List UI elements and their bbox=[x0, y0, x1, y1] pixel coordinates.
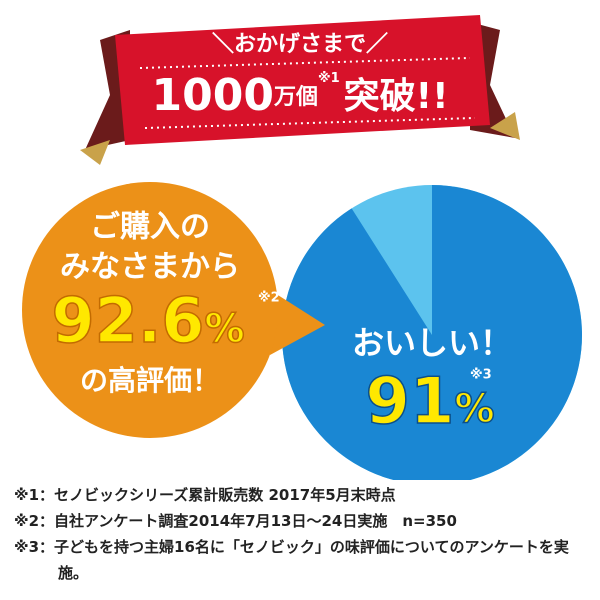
dotted-line bbox=[139, 57, 471, 69]
pie-slice bbox=[282, 185, 582, 480]
banner-main: 1000万個※1 突破!! bbox=[151, 70, 448, 121]
right-number: 91 bbox=[365, 365, 454, 439]
gold-corner bbox=[490, 112, 520, 140]
right-value: 91% bbox=[365, 365, 494, 439]
gold-corner bbox=[80, 140, 110, 165]
footnote: ※2：自社アンケート調査2014年7月13日～24日実施 n=350 bbox=[14, 512, 457, 530]
left-unit: % bbox=[204, 306, 244, 352]
right-label: おいしい！ bbox=[352, 324, 512, 362]
banner-suffix: 突破!! bbox=[344, 76, 449, 117]
left-line3: の高評価！ bbox=[80, 364, 220, 397]
dotted-line bbox=[144, 117, 476, 129]
left-line1: ご購入の bbox=[90, 210, 210, 245]
left-number: 92.6 bbox=[51, 284, 204, 357]
graphic: ＼おかげさまで／ 1000万個※1 突破!! ご購入の みなさまから 92.6% … bbox=[22, 15, 582, 480]
speech-pointer bbox=[270, 290, 325, 355]
ribbon bbox=[115, 15, 490, 145]
left-line2: みなさまから bbox=[60, 250, 240, 285]
banner-count: 1000 bbox=[151, 70, 273, 121]
footnote: ※1：セノビックシリーズ累計販売数 2017年5月末時点 bbox=[14, 486, 396, 504]
right-note: ※3 bbox=[470, 368, 492, 383]
banner-unit: 万個 bbox=[273, 85, 318, 110]
left-value: 92.6% bbox=[51, 284, 244, 357]
right-unit: % bbox=[454, 386, 494, 432]
banner-note: ※1 bbox=[318, 71, 340, 86]
orange-circle bbox=[22, 182, 278, 438]
banner-lead: ＼おかげさまで／ bbox=[212, 32, 388, 57]
footnote: ※3：子どもを持つ主婦16名に「セノビック」の味評価についてのアンケートを実施。 bbox=[14, 538, 569, 582]
left-note: ※2 bbox=[258, 291, 280, 306]
footnotes: ※1：セノビックシリーズ累計販売数 2017年5月末時点 ※2：自社アンケート調査… bbox=[14, 482, 590, 586]
